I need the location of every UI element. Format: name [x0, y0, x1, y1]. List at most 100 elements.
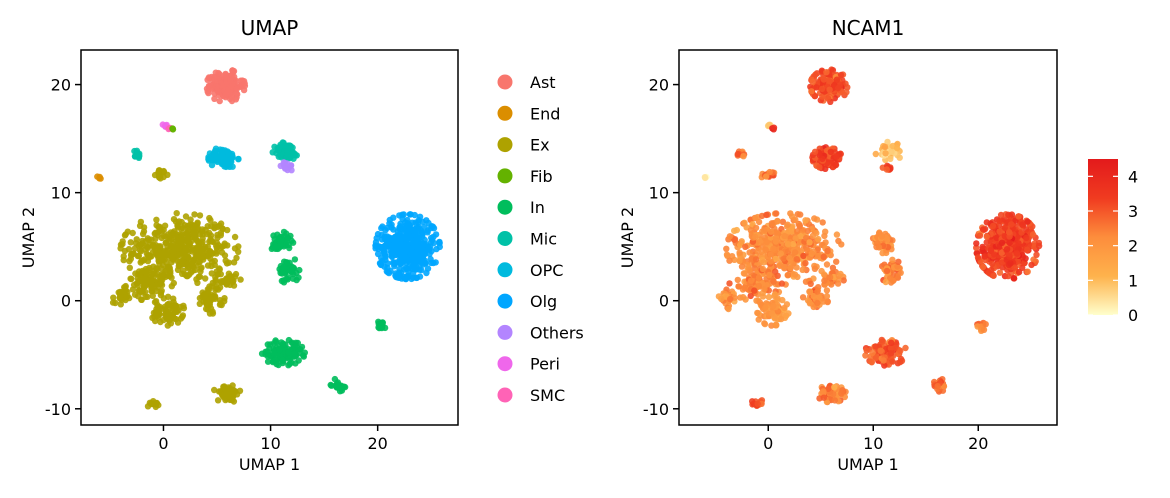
umap-point	[297, 346, 304, 353]
ncam1-point	[835, 237, 842, 245]
legend-swatch	[497, 168, 513, 184]
ncam1-point	[784, 221, 791, 228]
ncam1-point	[824, 95, 832, 102]
ncam1-point	[1008, 221, 1015, 228]
umap-point	[205, 74, 213, 81]
ncam1-point	[754, 400, 761, 407]
ncam1-point	[760, 259, 767, 266]
ncam1-point	[1035, 242, 1043, 250]
umap-point	[421, 257, 428, 264]
ncam1-point	[765, 293, 773, 301]
ncam1-point	[997, 211, 1005, 219]
umap-point	[214, 158, 221, 165]
ncam1-point	[988, 266, 995, 274]
ncam1-point	[979, 263, 987, 271]
ncam1-cluster	[879, 162, 894, 173]
umap-point	[165, 311, 172, 318]
legend-item: Ex	[497, 136, 550, 155]
ncam1-point	[726, 233, 734, 240]
umap-point	[207, 255, 214, 262]
umap-point	[155, 257, 162, 264]
umap-point	[215, 91, 223, 99]
ncam1-point	[752, 224, 760, 232]
ncam1-point	[843, 89, 850, 96]
ncam1-point	[746, 249, 753, 256]
ncam1-point	[816, 164, 823, 171]
umap-point	[156, 223, 163, 230]
umap-point	[264, 358, 272, 365]
ncam1-point	[797, 232, 804, 240]
umap-point	[427, 255, 434, 263]
umap-point	[222, 278, 230, 285]
legend-swatch	[497, 356, 513, 372]
ncam1-colorbar-ticks: 0 1 2 3 4	[1088, 167, 1138, 325]
ncam1-point	[893, 144, 901, 152]
umap-cluster	[169, 125, 177, 133]
ncam1-point	[825, 385, 832, 393]
ncam1-cluster	[715, 286, 738, 313]
ncam1-point	[736, 249, 743, 256]
umap-point	[300, 352, 307, 359]
umap-point	[395, 269, 403, 276]
ncam1-point	[794, 211, 801, 218]
ncam1-cluster	[769, 124, 778, 133]
legend-item: Mic	[497, 230, 557, 249]
umap-point	[184, 235, 192, 242]
ncam1-point	[878, 336, 885, 344]
umap-legend: Ast End Ex Fib In Mic OPC Olg Others Peri SMC	[497, 73, 584, 405]
umap-point	[396, 237, 404, 245]
ncam1-colorbar	[1088, 159, 1118, 315]
umap-point	[176, 237, 183, 245]
umap-point	[196, 212, 204, 219]
ncam1-points	[701, 66, 1043, 409]
umap-point	[136, 222, 144, 229]
ncam1-point	[820, 388, 827, 395]
ncam1-point	[772, 238, 780, 245]
umap-point	[411, 211, 418, 219]
ncam1-point	[826, 274, 834, 281]
umap-cluster	[372, 211, 443, 283]
colorbar-tick-label: 1	[1128, 271, 1138, 290]
legend-label: Olg	[530, 292, 557, 311]
ncam1-point	[702, 174, 709, 182]
ncam1-point	[779, 296, 786, 304]
ncam1-point	[788, 213, 796, 220]
umap-y-axis-label: UMAP 2	[19, 207, 38, 268]
ncam1-point	[770, 124, 778, 131]
ncam1-point	[990, 251, 998, 258]
umap-point	[284, 151, 291, 158]
umap-cluster	[117, 210, 242, 286]
umap-point	[228, 93, 235, 101]
ncam1-point	[888, 148, 895, 156]
legend-label: In	[530, 198, 545, 217]
umap-point	[401, 275, 408, 282]
ncam1-point	[761, 320, 768, 327]
ncam1-point	[989, 222, 997, 230]
ncam1-point	[1029, 231, 1037, 238]
umap-point	[272, 338, 280, 346]
umap-point	[140, 242, 147, 249]
umap-point	[289, 266, 296, 274]
ncam1-point	[881, 362, 888, 369]
umap-point	[272, 356, 279, 364]
umap-point	[151, 317, 159, 325]
umap-point	[206, 310, 214, 317]
ncam1-point	[983, 219, 990, 226]
ncam1-point	[808, 88, 815, 95]
ncam1-point	[812, 71, 819, 78]
ncam1-point	[981, 253, 988, 260]
ncam1-point	[767, 251, 774, 258]
umap-point	[164, 231, 172, 238]
ncam1-point	[807, 280, 814, 287]
umap-point	[282, 143, 289, 150]
umap-point	[285, 336, 293, 344]
umap-point	[179, 312, 187, 319]
umap-y-tick-label: 20	[51, 76, 71, 95]
ncam1-point	[993, 234, 1000, 242]
ncam1-cluster	[726, 265, 786, 304]
ncam1-point	[781, 232, 788, 240]
umap-point	[116, 288, 124, 296]
umap-point	[425, 245, 433, 253]
umap-point	[194, 219, 201, 226]
